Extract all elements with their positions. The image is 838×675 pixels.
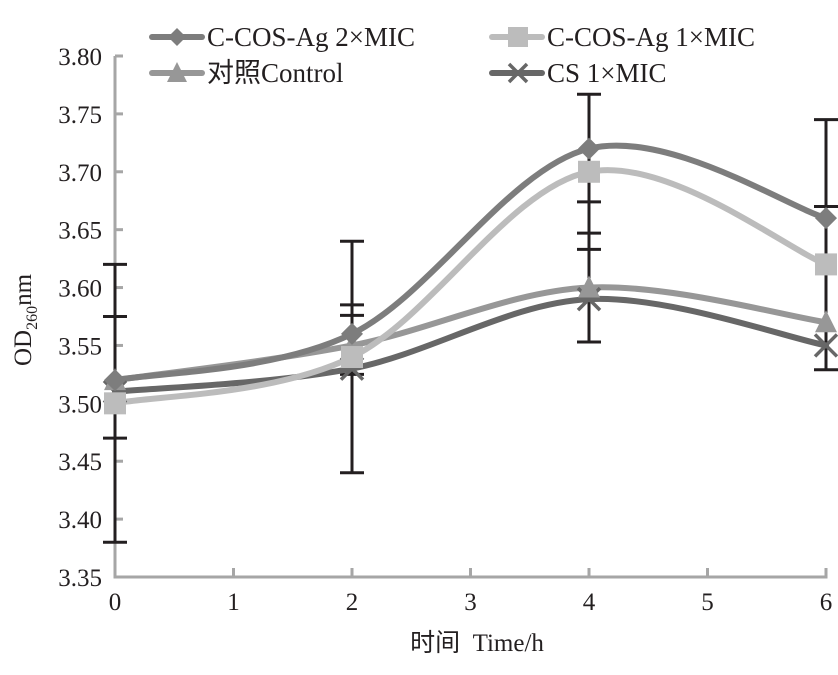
data-point-x bbox=[813, 333, 838, 358]
data-point-square bbox=[815, 253, 837, 276]
x-marker-icon bbox=[507, 62, 529, 84]
triangle-marker-icon bbox=[167, 62, 187, 82]
x-tick-label: 0 bbox=[109, 589, 122, 616]
square-marker-icon bbox=[508, 27, 528, 47]
legend-item-c-cos-ag-2x: C-COS-Ag 2×MIC bbox=[149, 22, 415, 52]
x-tick-label: 6 bbox=[820, 589, 833, 616]
legend-item-cs-1x: CS 1×MIC bbox=[489, 58, 667, 88]
x-tick-label: 5 bbox=[701, 589, 714, 616]
data-point-diamond bbox=[341, 322, 363, 345]
x-tick-labels: 0 1 2 3 4 5 6 bbox=[109, 589, 833, 616]
y-axis-title-subscript: 260 bbox=[24, 306, 41, 330]
data-point-square bbox=[104, 392, 126, 415]
legend-item-c-cos-ag-1x: C-COS-Ag 1×MIC bbox=[489, 22, 755, 52]
data-point-diamond bbox=[815, 207, 837, 230]
x-tick-label: 2 bbox=[346, 589, 359, 616]
svg-text:OD260nm: OD260nm bbox=[10, 273, 41, 366]
series-line bbox=[112, 142, 829, 384]
series-line bbox=[112, 167, 829, 407]
data-point-square bbox=[341, 346, 363, 369]
y-tick-label: 3.80 bbox=[58, 44, 102, 71]
y-tick-label: 3.65 bbox=[58, 218, 102, 245]
legend-label-c-cos-ag-1x: C-COS-Ag 1×MIC bbox=[547, 22, 755, 52]
x-axis-title: 时间 Time/h bbox=[410, 629, 544, 657]
y-tick-label: 3.70 bbox=[58, 160, 102, 187]
series-line bbox=[112, 295, 829, 395]
x-tick-label: 1 bbox=[227, 589, 240, 616]
y-tick-label: 3.55 bbox=[58, 333, 102, 360]
data-point-square bbox=[578, 160, 600, 183]
y-tick-label: 3.50 bbox=[58, 391, 102, 418]
x-tick-label: 4 bbox=[583, 589, 596, 616]
data-point-diamond bbox=[578, 137, 600, 160]
series-lines bbox=[112, 142, 829, 407]
y-axis-title-main: OD bbox=[10, 330, 37, 366]
legend: C-COS-Ag 2×MIC C-COS-Ag 1×MIC 对照Control … bbox=[149, 22, 755, 88]
data-point-triangle bbox=[578, 275, 600, 298]
x-tick-label: 3 bbox=[464, 589, 477, 616]
y-axis-title: OD260nm bbox=[10, 273, 41, 366]
y-tick-label: 3.75 bbox=[58, 102, 102, 129]
data-point-triangle bbox=[815, 310, 837, 333]
y-tick-label: 3.35 bbox=[58, 565, 102, 592]
series-markers bbox=[102, 137, 838, 415]
legend-label-control: 对照Control bbox=[207, 58, 344, 88]
y-tick-labels: 3.35 3.40 3.45 3.50 3.55 3.60 3.65 3.70 3.75 3.80 bbox=[58, 44, 102, 592]
y-tick-label: 3.45 bbox=[58, 449, 102, 476]
legend-item-control: 对照Control bbox=[149, 58, 344, 88]
legend-label-cs-1x: CS 1×MIC bbox=[547, 58, 667, 88]
diamond-marker-icon bbox=[168, 28, 186, 46]
y-tick-label: 3.60 bbox=[58, 276, 102, 303]
legend-label-c-cos-ag-2x: C-COS-Ag 2×MIC bbox=[207, 22, 415, 52]
series-group bbox=[102, 137, 838, 415]
data-point-diamond bbox=[104, 369, 126, 392]
y-axis-title-suffix: nm bbox=[10, 273, 37, 306]
y-tick-label: 3.40 bbox=[58, 507, 102, 534]
